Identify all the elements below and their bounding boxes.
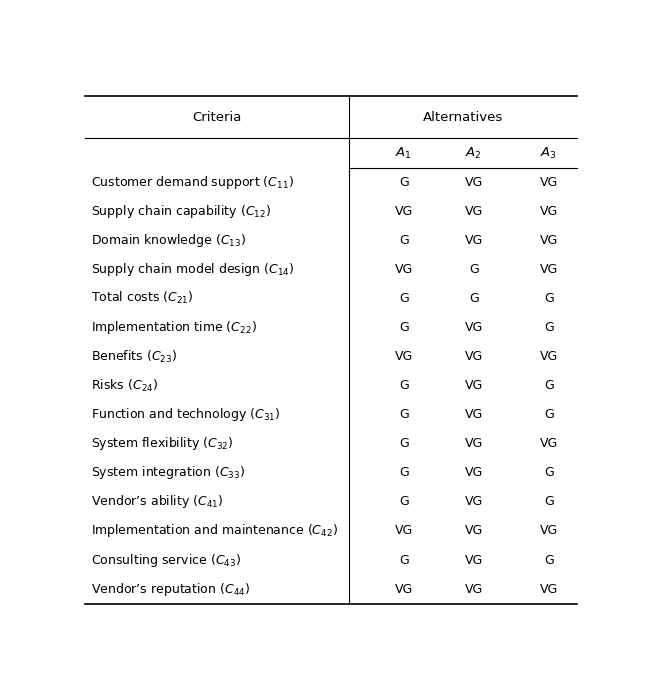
Text: VG: VG: [395, 263, 413, 276]
Text: VG: VG: [464, 234, 483, 247]
Text: VG: VG: [539, 583, 558, 595]
Text: G: G: [399, 466, 408, 480]
Text: System flexibility ($C_{32}$): System flexibility ($C_{32}$): [90, 435, 233, 452]
Text: G: G: [399, 495, 408, 508]
Text: VG: VG: [539, 438, 558, 450]
Text: VG: VG: [539, 205, 558, 218]
Text: VG: VG: [395, 350, 413, 363]
Text: VG: VG: [464, 553, 483, 566]
Text: Function and technology ($C_{31}$): Function and technology ($C_{31}$): [90, 407, 280, 423]
Text: G: G: [544, 495, 554, 508]
Text: Risks ($C_{24}$): Risks ($C_{24}$): [90, 378, 158, 393]
Text: VG: VG: [464, 321, 483, 334]
Text: G: G: [399, 438, 408, 450]
Text: VG: VG: [395, 583, 413, 595]
Text: VG: VG: [539, 234, 558, 247]
Text: G: G: [469, 292, 479, 305]
Text: VG: VG: [395, 205, 413, 218]
Text: G: G: [544, 379, 554, 392]
Text: VG: VG: [464, 176, 483, 189]
Text: G: G: [399, 234, 408, 247]
Text: VG: VG: [464, 524, 483, 537]
Text: VG: VG: [464, 379, 483, 392]
Text: VG: VG: [539, 176, 558, 189]
Text: VG: VG: [539, 524, 558, 537]
Text: System integration ($C_{33}$): System integration ($C_{33}$): [90, 464, 245, 482]
Text: G: G: [399, 176, 408, 189]
Text: VG: VG: [464, 350, 483, 363]
Text: Supply chain model design ($C_{14}$): Supply chain model design ($C_{14}$): [90, 261, 295, 278]
Text: VG: VG: [464, 583, 483, 595]
Text: Supply chain capability ($C_{12}$): Supply chain capability ($C_{12}$): [90, 203, 271, 220]
Text: Total costs ($C_{21}$): Total costs ($C_{21}$): [90, 290, 193, 307]
Text: Consulting service ($C_{43}$): Consulting service ($C_{43}$): [90, 552, 241, 568]
Text: G: G: [544, 408, 554, 421]
Text: $A_3$: $A_3$: [541, 145, 557, 161]
Text: VG: VG: [539, 263, 558, 276]
Text: VG: VG: [539, 350, 558, 363]
Text: Implementation time ($C_{22}$): Implementation time ($C_{22}$): [90, 319, 256, 336]
Text: Domain knowledge ($C_{13}$): Domain knowledge ($C_{13}$): [90, 232, 246, 249]
Text: Criteria: Criteria: [192, 111, 242, 123]
Text: G: G: [399, 321, 408, 334]
Text: VG: VG: [395, 524, 413, 537]
Text: Vendor’s ability ($C_{41}$): Vendor’s ability ($C_{41}$): [90, 493, 224, 511]
Text: VG: VG: [464, 495, 483, 508]
Text: G: G: [544, 321, 554, 334]
Text: $A_1$: $A_1$: [395, 145, 412, 161]
Text: Vendor’s reputation ($C_{44}$): Vendor’s reputation ($C_{44}$): [90, 581, 250, 597]
Text: G: G: [469, 263, 479, 276]
Text: G: G: [544, 553, 554, 566]
Text: VG: VG: [464, 438, 483, 450]
Text: VG: VG: [464, 205, 483, 218]
Text: G: G: [399, 553, 408, 566]
Text: G: G: [399, 408, 408, 421]
Text: G: G: [544, 466, 554, 480]
Text: G: G: [399, 379, 408, 392]
Text: Customer demand support ($C_{11}$): Customer demand support ($C_{11}$): [90, 174, 294, 191]
Text: Implementation and maintenance ($C_{42}$): Implementation and maintenance ($C_{42}$…: [90, 522, 338, 539]
Text: VG: VG: [464, 408, 483, 421]
Text: Alternatives: Alternatives: [423, 111, 503, 123]
Text: Benefits ($C_{23}$): Benefits ($C_{23}$): [90, 349, 177, 364]
Text: G: G: [399, 292, 408, 305]
Text: VG: VG: [464, 466, 483, 480]
Text: $A_2$: $A_2$: [465, 145, 482, 161]
Text: G: G: [544, 292, 554, 305]
